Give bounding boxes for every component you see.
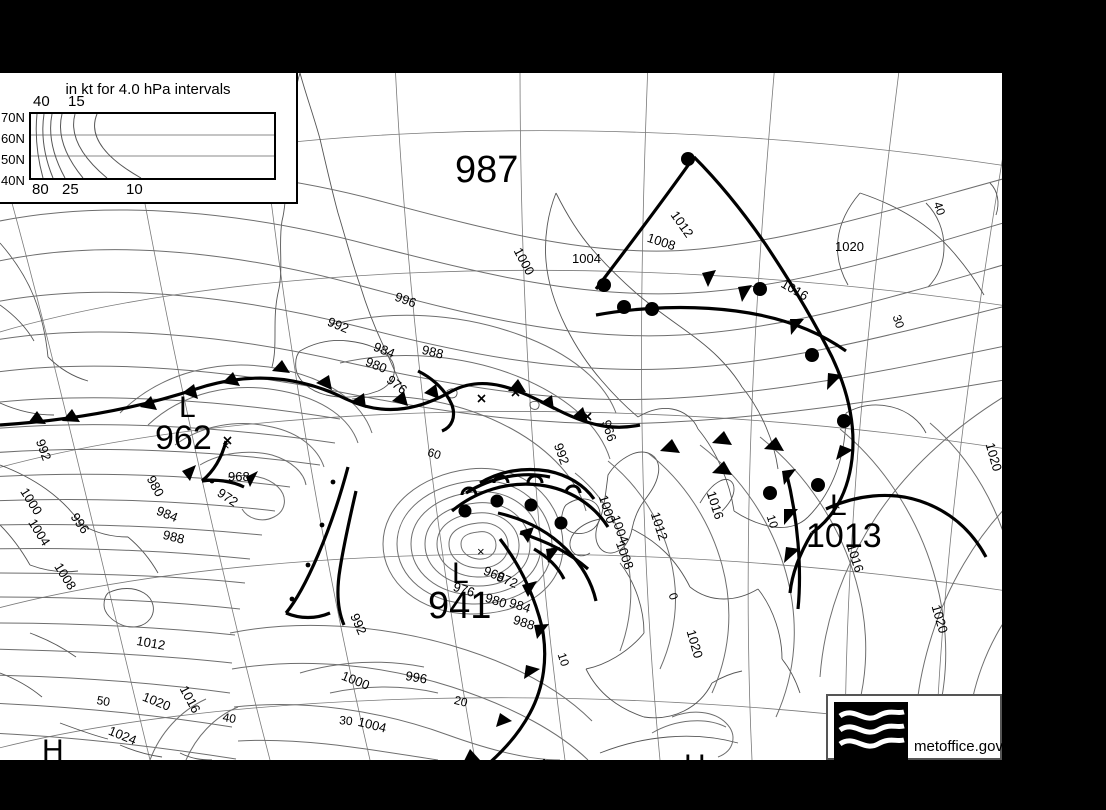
legend-bottom-10: 10 bbox=[126, 181, 143, 198]
legend-lat-50n: 50N bbox=[1, 152, 25, 167]
legend-lat-40n: 40N bbox=[1, 173, 25, 188]
pressure-centre-marker: × bbox=[833, 498, 841, 513]
pressure-system-letter-1027: H bbox=[42, 734, 64, 761]
legend-lat-60n: 60N bbox=[1, 131, 25, 146]
map-vector-layer bbox=[0, 73, 1002, 760]
isobar-label: 1004 bbox=[572, 251, 601, 266]
legend-lat-70n: 70N bbox=[1, 110, 25, 125]
graticule-label: 50 bbox=[95, 693, 112, 710]
metoffice-logo-box: metoffice.gov bbox=[826, 694, 1003, 760]
legend-bottom-25: 25 bbox=[62, 181, 79, 198]
pressure-chart-map: 1000 1004 1008 1012 1016 1020 996 992 988 984 980 9… bbox=[0, 73, 1002, 760]
pressure-system-letter-1013: L bbox=[830, 489, 847, 522]
graticule-label: 40 bbox=[221, 710, 238, 727]
metoffice-logo-icon bbox=[834, 702, 908, 760]
pressure-system-letter-1024: H bbox=[684, 751, 706, 761]
front-crosses bbox=[223, 388, 592, 445]
legend-title: in kt for 4.0 hPa intervals bbox=[65, 81, 231, 98]
pressure-system-letter-962: L bbox=[179, 391, 196, 424]
pressure-system-value-987: 987 bbox=[455, 149, 519, 191]
legend-bottom-80: 80 bbox=[32, 181, 49, 198]
legend-top-40: 40 bbox=[33, 93, 50, 110]
coastlines bbox=[0, 73, 999, 760]
wave-logo-icon bbox=[838, 709, 905, 749]
metoffice-url-text: metoffice.gov bbox=[914, 738, 1003, 755]
pressure-centre-marker: × bbox=[222, 438, 230, 453]
legend-curves bbox=[31, 113, 274, 179]
legend-top-15: 15 bbox=[68, 93, 85, 110]
isobar-label: 1020 bbox=[835, 239, 864, 254]
pressure-system-value-941: 941 bbox=[428, 585, 492, 627]
trough-markers bbox=[209, 478, 336, 602]
pressure-system-value-962: 962 bbox=[155, 419, 212, 457]
pressure-system-letter-941: L bbox=[452, 557, 469, 590]
fronts bbox=[0, 155, 988, 760]
isobar-label: 968 bbox=[228, 469, 250, 484]
occluded-front-symbols bbox=[458, 152, 853, 563]
pressure-centre-marker: × bbox=[477, 544, 485, 559]
legend-scale-box bbox=[29, 112, 276, 180]
graticule-label: 30 bbox=[338, 713, 354, 729]
wind-scale-legend: in kt for 4.0 hPa intervals 70N 60N 50N … bbox=[0, 73, 298, 204]
warm-front-bumps bbox=[460, 474, 582, 496]
pressure-system-value-1013: 1013 bbox=[806, 517, 882, 555]
